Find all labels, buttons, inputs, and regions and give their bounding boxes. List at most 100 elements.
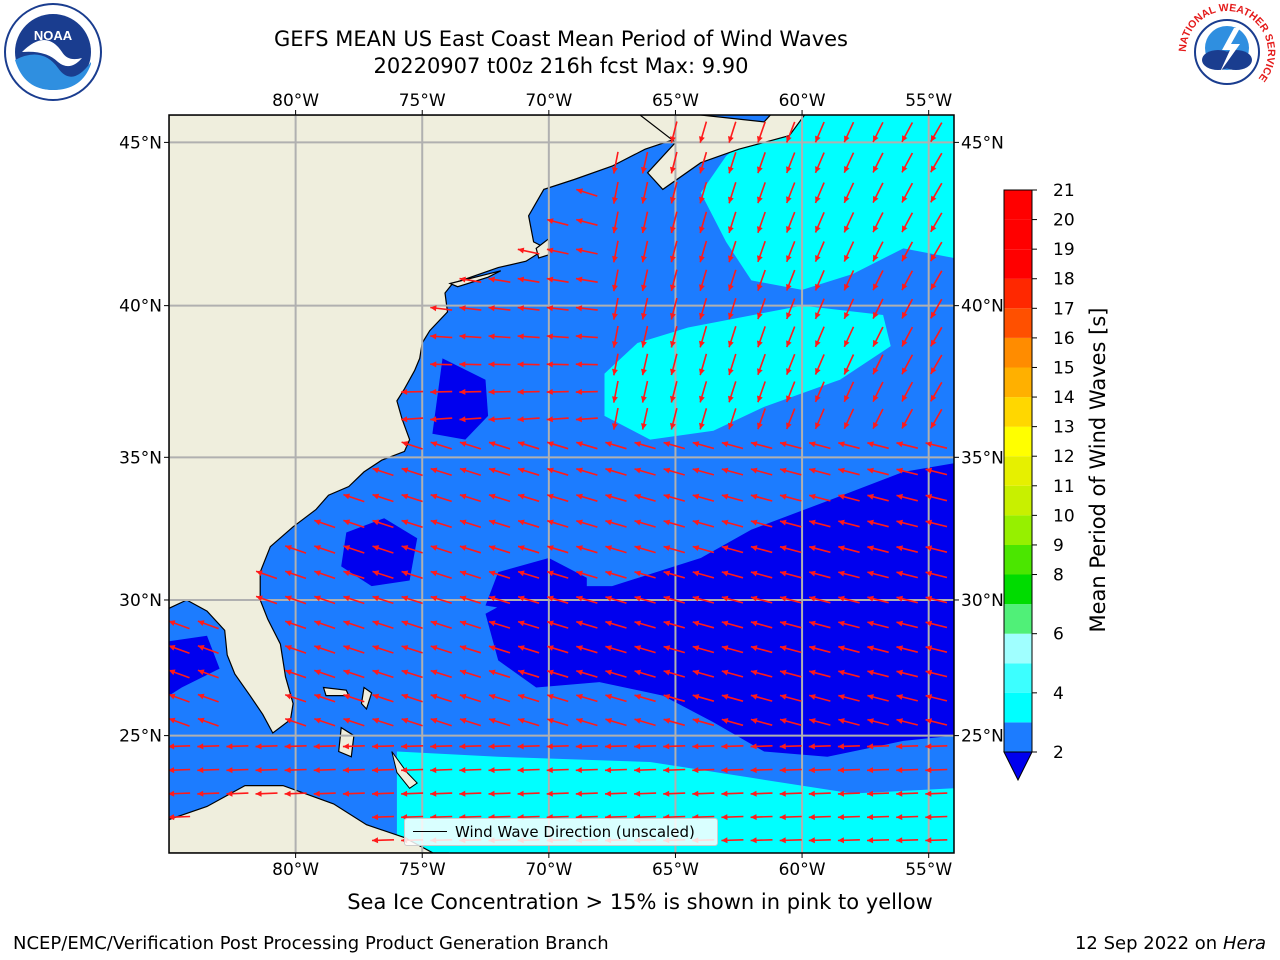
wind-wave-arrow (169, 645, 190, 655)
arrow-head (896, 545, 903, 552)
wind-wave-arrow (517, 693, 540, 703)
arrow-head (670, 166, 676, 174)
wind-wave-arrow (670, 240, 678, 263)
arrow-head (641, 423, 647, 430)
wind-wave-arrow (721, 645, 744, 654)
lon-tick-label-bottom: 75°W (399, 860, 446, 880)
wind-wave-arrow (867, 493, 889, 502)
arrow-head (838, 694, 845, 700)
wind-wave-arrow (517, 441, 540, 450)
colorbar-band (1004, 190, 1032, 220)
arrow-head (634, 718, 642, 724)
colorbar-band (1004, 692, 1032, 723)
wind-wave-arrow (576, 188, 598, 197)
arrow-head (844, 395, 850, 402)
wind-wave-arrow (488, 441, 511, 450)
arrow-head (663, 718, 671, 724)
arrow-head (699, 136, 705, 143)
wind-wave-arrow (371, 790, 395, 797)
wind-wave-arrow (546, 743, 569, 750)
arrow-head (518, 519, 525, 526)
wind-wave-arrow (721, 669, 744, 678)
wind-wave-arrow (641, 353, 649, 376)
wind-wave-arrow (430, 333, 453, 340)
arrow-head (576, 693, 583, 700)
wind-wave-arrow (901, 381, 914, 402)
arrow-head (930, 367, 937, 374)
wind-wave-arrow (867, 718, 889, 726)
wind-wave-arrow (699, 297, 708, 320)
wind-wave-arrow (430, 595, 452, 605)
arrow-head (925, 790, 932, 797)
wind-wave-arrow (896, 620, 918, 629)
arrow-head (779, 837, 786, 844)
wind-wave-arrow (699, 325, 708, 348)
arrow-head (459, 519, 467, 526)
arrow-head (605, 669, 612, 676)
arrow-head (547, 519, 554, 526)
wind-wave-arrow (517, 570, 540, 579)
arrow-head (780, 570, 787, 577)
wind-wave-arrow (634, 694, 656, 703)
wind-wave-arrow (634, 790, 657, 797)
wind-wave-arrow (169, 717, 190, 727)
wind-wave-arrow (721, 814, 744, 821)
wind-wave-arrow (546, 693, 569, 703)
wind-wave-arrow (779, 718, 802, 726)
wind-wave-arrow (459, 361, 482, 368)
wind-wave-arrow (634, 767, 657, 774)
wind-wave-arrow (401, 467, 423, 477)
arrow-head (547, 218, 554, 224)
arrow-head (255, 767, 262, 774)
arrow-head (779, 790, 786, 797)
wind-wave-arrow (546, 570, 569, 579)
wind-wave-arrow (430, 645, 452, 654)
wind-wave-arrow (930, 381, 943, 402)
arrow-head (809, 718, 816, 724)
wind-wave-arrow (867, 467, 889, 476)
wind-wave-arrow (430, 743, 453, 750)
arrow-head (728, 284, 734, 291)
arrow-head (169, 645, 176, 651)
arrow-head (786, 368, 792, 375)
arrow-head (255, 743, 262, 750)
arrow-head (576, 441, 583, 447)
wind-wave-arrow (896, 837, 919, 844)
arrow-head (641, 396, 647, 403)
arrow-head (285, 645, 292, 651)
arrow-head (575, 743, 582, 750)
wind-wave-arrow (663, 441, 686, 450)
arrow-head (896, 837, 903, 844)
arrow-head (459, 361, 466, 368)
wind-wave-arrow (692, 718, 715, 727)
wind-wave-arrow (401, 570, 423, 580)
wind-wave-arrow (721, 595, 744, 604)
wind-wave-arrow (728, 269, 737, 292)
wind-wave-arrow (925, 645, 948, 653)
arrow-head (197, 693, 205, 700)
arrow-head (663, 493, 671, 500)
wind-wave-arrow (459, 276, 482, 283)
arrow-head (612, 313, 618, 320)
arrow-head (809, 620, 816, 627)
arrow-head (489, 519, 496, 526)
wind-wave-arrow (785, 211, 796, 233)
wind-wave-arrow (692, 595, 715, 604)
arrow-head (256, 595, 263, 602)
wind-wave-arrow (314, 545, 336, 554)
wind-wave-arrow (575, 305, 598, 312)
wind-wave-arrow (757, 182, 766, 204)
wind-wave-arrow (517, 388, 540, 395)
arrow-head (692, 718, 700, 724)
wind-wave-arrow (750, 467, 773, 476)
arrow-head (815, 367, 821, 375)
wind-wave-arrow (779, 694, 802, 702)
arrow-head (844, 340, 850, 347)
arrow-head (372, 545, 380, 551)
arrow-head (930, 225, 937, 232)
arrow-head (547, 718, 554, 724)
wind-wave-arrow (843, 270, 855, 291)
arrow-head (896, 669, 903, 676)
wind-wave-arrow (728, 326, 737, 348)
